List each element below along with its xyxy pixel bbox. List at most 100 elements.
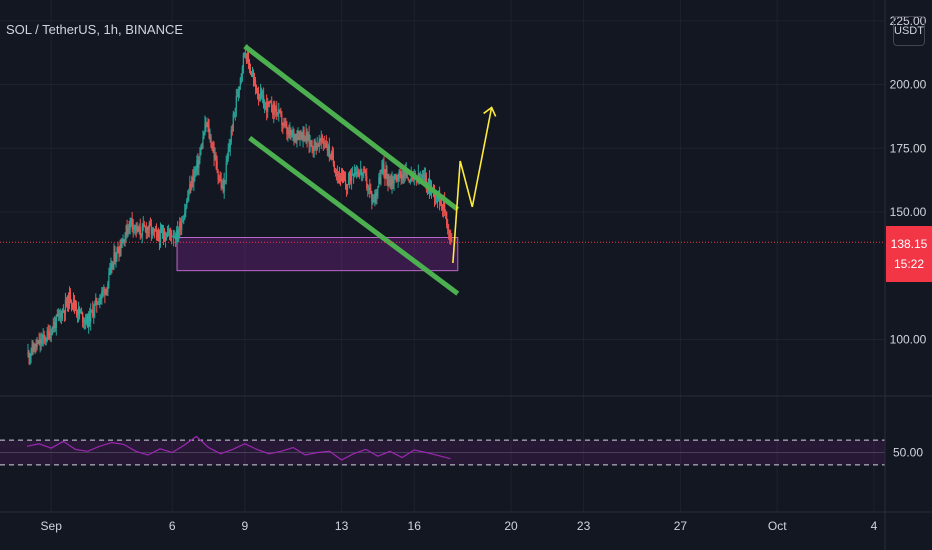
candle-body (72, 298, 75, 305)
candle-body (350, 175, 353, 182)
candle-body (223, 180, 225, 192)
time-axis-ticks[interactable]: Sep 6 9 13 16 20 23 27 Oct 4 (41, 519, 878, 533)
candle-body (53, 322, 55, 329)
candle-body (436, 195, 439, 200)
candle-body (40, 339, 42, 344)
candle-body (289, 129, 291, 136)
candle-body (358, 174, 360, 177)
candle-body (256, 92, 259, 95)
candle-body (390, 180, 392, 185)
candle-body (266, 102, 268, 112)
candle-body (89, 313, 91, 322)
candle-body (144, 226, 146, 228)
candle-body (365, 172, 367, 176)
candle-body (353, 174, 355, 176)
candle-body (281, 114, 283, 125)
candle-body (349, 172, 352, 182)
candle-body (338, 175, 341, 177)
candle-body (295, 134, 297, 141)
candle-body (116, 248, 118, 259)
candle-body (222, 185, 224, 192)
candle-body (55, 314, 57, 328)
candle-body (136, 226, 138, 231)
candle-body (252, 75, 255, 80)
rsi-tick-label: 50.00 (893, 446, 923, 460)
candle-body (167, 231, 170, 233)
candle-body (238, 86, 240, 91)
candle-body (315, 142, 317, 150)
candle-body (423, 175, 426, 177)
currency-badge[interactable]: USDT (893, 16, 925, 46)
candle-body (58, 313, 60, 315)
candle-body (157, 232, 160, 238)
candle-body (439, 202, 442, 205)
candle-body (65, 300, 68, 305)
candle-body (363, 168, 365, 173)
candle-body (280, 111, 282, 115)
candle-body (348, 172, 351, 181)
candlestick-series (27, 44, 453, 366)
candle-body (190, 184, 192, 189)
candle-body (216, 161, 218, 171)
candle-body (262, 95, 264, 97)
candle-body (446, 211, 448, 225)
candle-body (94, 303, 96, 312)
candle-body (409, 181, 411, 183)
candle-body (240, 73, 242, 79)
candle-body (186, 200, 188, 208)
candle-body (283, 122, 285, 126)
candle-body (43, 334, 45, 338)
rsi-band-fill (0, 440, 885, 465)
candle-body (56, 314, 58, 317)
candle-body (352, 174, 354, 176)
rsi-band (0, 439, 885, 466)
candle-body (306, 132, 308, 141)
candle-body (314, 141, 316, 143)
candle-body (251, 75, 254, 77)
candle-body (309, 141, 311, 145)
candle-body (148, 222, 150, 230)
candle-body (91, 309, 93, 311)
candle-body (357, 171, 359, 175)
candle-body (168, 229, 171, 232)
candle-body (169, 229, 172, 234)
support-zone (176, 237, 459, 272)
candle-body (142, 224, 144, 226)
candle-body (407, 178, 409, 180)
candle-body (48, 331, 50, 339)
candle-body (392, 179, 394, 184)
candle-body (311, 145, 313, 151)
candle-body (134, 224, 136, 227)
candle-body (293, 131, 295, 138)
candle-body (302, 129, 304, 139)
candle-body (74, 305, 77, 309)
candle-body (228, 147, 230, 152)
price-axis-ticks[interactable]: 225.00 200.00 175.00 150.00 100.00 (890, 14, 927, 347)
candle-body (334, 171, 337, 173)
last-price-tag: 138.15 15:22 (886, 226, 932, 282)
candle-body (130, 218, 132, 220)
candle-body (67, 295, 70, 307)
candle-body (162, 231, 165, 237)
candle-body (165, 236, 168, 238)
candle-body (285, 124, 287, 126)
candle-body (150, 225, 152, 234)
candle-body (114, 252, 116, 262)
rsi-axis-ticks: 50.00 (893, 446, 923, 460)
candle-body (328, 146, 330, 155)
candle-body (51, 326, 53, 335)
candle-body (361, 169, 363, 176)
candle-body (242, 53, 244, 68)
candle-body (225, 162, 227, 181)
candle-body (267, 101, 269, 112)
time-tick-label: 4 (871, 519, 878, 533)
candle-body (68, 292, 71, 307)
candle-body (327, 146, 329, 151)
candle-body (177, 229, 179, 237)
candle-body (73, 298, 76, 306)
candle-body (38, 340, 40, 345)
candle-body (406, 170, 408, 179)
support-zone-rect (176, 237, 459, 272)
candle-body (108, 273, 110, 284)
